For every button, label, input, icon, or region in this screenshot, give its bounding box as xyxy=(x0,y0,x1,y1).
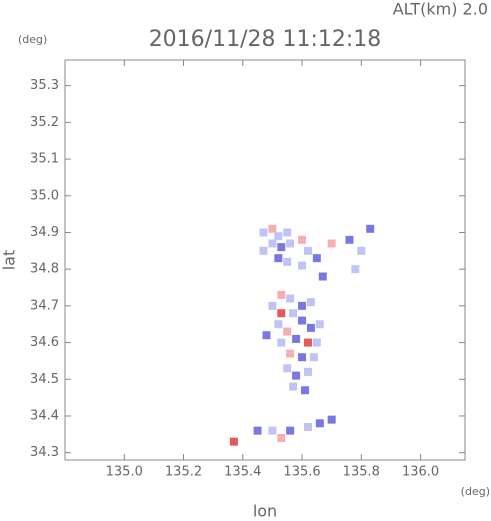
echo-point xyxy=(298,353,307,362)
echo-point xyxy=(274,320,283,329)
echo-point xyxy=(268,301,277,310)
echo-point xyxy=(351,265,360,274)
echo-point xyxy=(315,320,324,329)
echo-point xyxy=(306,323,315,332)
echo-point xyxy=(303,367,312,376)
echo-point xyxy=(366,224,375,233)
echo-point xyxy=(357,246,366,255)
y-tick-label: 35.3 xyxy=(30,78,59,93)
echo-point xyxy=(292,371,301,380)
echo-point xyxy=(259,228,268,237)
echo-point xyxy=(286,294,295,303)
echo-point xyxy=(298,261,307,270)
y-tick-label: 34.5 xyxy=(30,372,59,387)
echo-point xyxy=(259,246,268,255)
echo-point xyxy=(277,338,286,347)
echo-point xyxy=(277,433,286,442)
echo-point xyxy=(286,426,295,435)
echo-point xyxy=(303,338,312,347)
echo-point xyxy=(292,334,301,343)
echo-point xyxy=(283,228,292,237)
echo-point xyxy=(262,331,271,340)
echo-point xyxy=(289,309,298,318)
echo-point xyxy=(289,382,298,391)
echo-point xyxy=(277,290,286,299)
y-tick-label: 35.2 xyxy=(30,115,59,130)
echo-point xyxy=(268,426,277,435)
y-tick-label: 34.7 xyxy=(30,298,59,313)
echo-point xyxy=(283,327,292,336)
x-tick-label: 135.6 xyxy=(283,465,320,480)
chart-title: 2016/11/28 11:12:18 xyxy=(149,27,382,52)
echo-point xyxy=(327,239,336,248)
echo-point xyxy=(298,301,307,310)
x-tick-label: 135.0 xyxy=(106,465,143,480)
y-tick-label: 34.6 xyxy=(30,335,59,350)
echo-point xyxy=(301,386,309,395)
x-tick-label: 135.8 xyxy=(343,465,380,480)
echo-point xyxy=(283,364,292,373)
x-tick-label: 135.2 xyxy=(165,465,202,480)
echo-point xyxy=(309,353,318,362)
echo-point xyxy=(268,224,277,233)
echo-point xyxy=(277,309,286,318)
echo-point xyxy=(286,349,295,358)
echo-point xyxy=(312,338,321,347)
y-axis-label: lat xyxy=(0,250,19,271)
echo-point xyxy=(298,235,307,244)
x-axis-label: lon xyxy=(253,502,277,521)
echo-point xyxy=(303,422,312,431)
echo-point xyxy=(229,437,238,446)
y-tick-label: 35.1 xyxy=(30,152,59,167)
echo-point xyxy=(268,239,277,248)
y-unit: (deg) xyxy=(18,33,47,46)
echo-point xyxy=(277,243,286,252)
echo-point xyxy=(283,257,292,266)
echo-point xyxy=(286,239,295,248)
y-tick-label: 35.0 xyxy=(30,188,59,203)
y-tick-label: 34.9 xyxy=(30,225,59,240)
plot-frame xyxy=(64,59,466,461)
y-tick-label: 34.4 xyxy=(30,408,59,423)
echo-point xyxy=(327,415,336,424)
x-tick-label: 136.0 xyxy=(402,465,439,480)
echo-point xyxy=(318,272,327,281)
altitude-label: ALT(km) 2.0 xyxy=(393,0,488,19)
echo-point xyxy=(345,235,354,244)
echo-point xyxy=(303,246,312,255)
echo-point xyxy=(312,254,321,263)
x-unit: (deg) xyxy=(461,485,490,498)
echo-point xyxy=(315,419,324,428)
y-tick-label: 34.3 xyxy=(30,445,59,460)
echo-point xyxy=(274,254,283,263)
echo-point xyxy=(306,298,315,307)
x-tick-label: 135.4 xyxy=(224,465,261,480)
echo-point xyxy=(253,426,262,435)
echo-point xyxy=(274,232,283,241)
echo-point xyxy=(298,316,307,325)
y-tick-label: 34.8 xyxy=(30,262,59,277)
